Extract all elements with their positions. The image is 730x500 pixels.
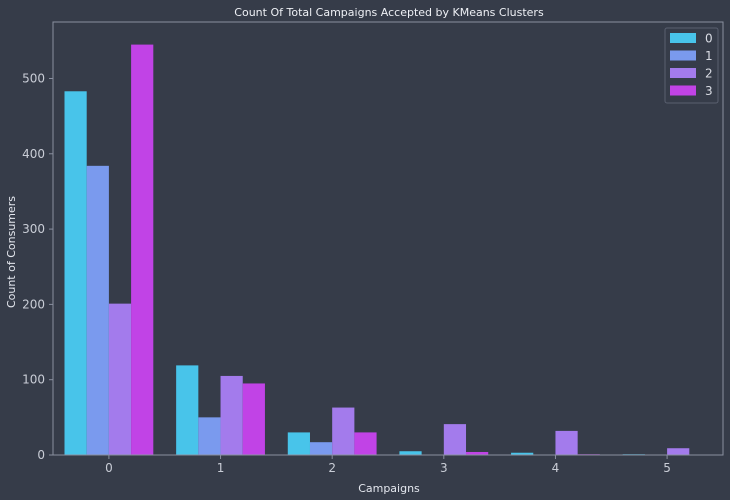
legend-swatch-1 [670, 50, 696, 61]
y-tick-label: 300 [22, 222, 45, 236]
bars-group [64, 44, 690, 455]
bar-cluster-0-campaigns-4 [511, 452, 534, 455]
legend-swatch-2 [670, 68, 696, 78]
bar-cluster-2-campaigns-3 [443, 424, 467, 455]
legend-swatch-0 [670, 33, 696, 43]
bar-cluster-2-campaigns-2 [332, 407, 355, 455]
x-tick-label: 5 [663, 461, 671, 475]
legend: 0 1 2 3 [664, 27, 719, 104]
y-axis-title: Count of Consumers [5, 196, 18, 308]
bar-cluster-2-campaigns-5 [667, 448, 690, 455]
legend-swatch-3 [670, 85, 696, 96]
ticks-group: 0 1 2 3 4 5 0 100 200 300 400 500 [22, 71, 671, 475]
bar-cluster-3-campaigns-1 [242, 383, 265, 455]
bar-cluster-0-campaigns-0 [64, 91, 87, 455]
chart-title: Count Of Total Campaigns Accepted by KMe… [234, 6, 544, 19]
bar-cluster-3-campaigns-0 [131, 44, 154, 455]
x-tick-label: 4 [552, 461, 560, 475]
y-tick-label: 500 [22, 71, 45, 85]
bar-cluster-3-campaigns-3 [466, 451, 489, 455]
legend-box [664, 27, 719, 104]
x-tick-label: 0 [105, 461, 113, 475]
y-tick-label: 400 [22, 147, 45, 161]
bar-cluster-0-campaigns-3 [399, 451, 422, 455]
y-tick-label: 0 [37, 448, 45, 462]
bar-cluster-2-campaigns-1 [220, 375, 243, 455]
y-tick-label: 200 [22, 297, 45, 311]
legend-label-0: 0 [705, 32, 713, 46]
x-tick-label: 2 [328, 461, 336, 475]
bar-cluster-1-campaigns-0 [86, 165, 109, 455]
bar-cluster-3-campaigns-2 [354, 432, 377, 455]
bar-cluster-1-campaigns-1 [198, 417, 221, 455]
bar-cluster-0-campaigns-2 [287, 432, 310, 455]
legend-label-3: 3 [705, 84, 713, 98]
plot-frame [52, 21, 724, 456]
y-tick-label: 100 [22, 373, 45, 387]
bar-cluster-1-campaigns-2 [309, 442, 333, 455]
x-axis-title: Campaigns [358, 482, 420, 495]
x-tick-label: 3 [440, 461, 448, 475]
legend-label-2: 2 [705, 67, 713, 81]
legend-label-1: 1 [705, 49, 713, 63]
bar-cluster-0-campaigns-1 [176, 365, 199, 455]
bar-cluster-2-campaigns-4 [555, 430, 578, 455]
x-tick-label: 1 [217, 461, 225, 475]
bar-cluster-2-campaigns-0 [108, 303, 132, 455]
